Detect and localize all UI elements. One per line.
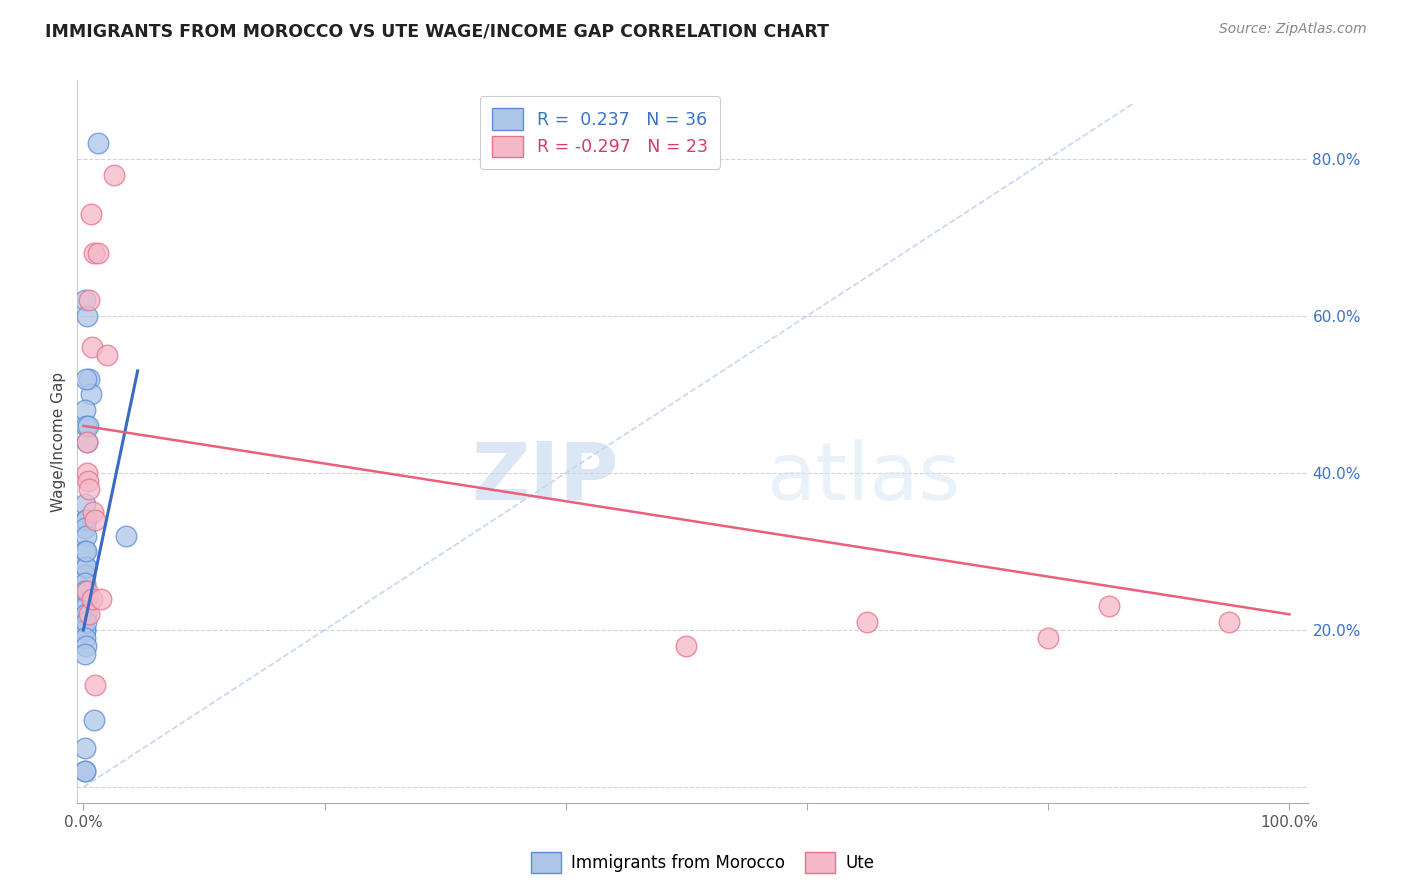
Point xyxy=(75,418,97,433)
Point xyxy=(84,513,107,527)
Point xyxy=(103,168,125,182)
Point xyxy=(87,246,110,260)
Point xyxy=(76,434,98,449)
Point xyxy=(75,639,97,653)
Point xyxy=(75,631,97,645)
Point xyxy=(75,293,97,308)
Point xyxy=(76,466,98,480)
Point xyxy=(75,575,97,590)
Point xyxy=(75,607,97,622)
Legend: Immigrants from Morocco, Ute: Immigrants from Morocco, Ute xyxy=(524,846,882,880)
Point xyxy=(75,764,97,779)
Point xyxy=(83,246,105,260)
Point xyxy=(75,544,97,558)
Point xyxy=(75,764,97,779)
Point xyxy=(1218,615,1240,630)
Point xyxy=(84,678,107,692)
Point xyxy=(75,560,97,574)
Point xyxy=(75,497,97,511)
Point xyxy=(75,568,97,582)
Point xyxy=(75,372,97,386)
Text: Source: ZipAtlas.com: Source: ZipAtlas.com xyxy=(1219,22,1367,37)
Point xyxy=(79,387,101,401)
Point xyxy=(79,607,101,622)
Point xyxy=(96,348,118,362)
Point xyxy=(856,615,879,630)
Point xyxy=(80,340,103,354)
Point xyxy=(76,434,98,449)
Point xyxy=(87,136,110,150)
Point xyxy=(79,293,101,308)
Point xyxy=(77,474,100,488)
Point xyxy=(75,647,97,661)
Point xyxy=(75,521,97,535)
Point xyxy=(75,529,97,543)
Point xyxy=(75,623,97,637)
Y-axis label: Wage/Income Gap: Wage/Income Gap xyxy=(51,371,66,512)
Point xyxy=(76,309,98,323)
Point xyxy=(75,560,97,574)
Point xyxy=(75,403,97,417)
Point xyxy=(75,591,97,606)
Text: ZIP: ZIP xyxy=(471,439,619,516)
Legend: R =  0.237   N = 36, R = -0.297   N = 23: R = 0.237 N = 36, R = -0.297 N = 23 xyxy=(479,96,720,169)
Point xyxy=(75,583,97,598)
Point xyxy=(75,513,97,527)
Point xyxy=(82,505,104,519)
Point xyxy=(114,529,136,543)
Point xyxy=(75,544,97,558)
Point xyxy=(83,714,105,728)
Point xyxy=(75,740,97,755)
Point xyxy=(1038,631,1060,645)
Point xyxy=(79,207,101,221)
Text: atlas: atlas xyxy=(766,439,960,516)
Point xyxy=(675,639,697,653)
Point xyxy=(75,615,97,630)
Point xyxy=(1097,599,1119,614)
Point xyxy=(76,583,98,598)
Point xyxy=(75,513,97,527)
Point xyxy=(75,599,97,614)
Point xyxy=(90,591,112,606)
Point xyxy=(79,372,101,386)
Point xyxy=(80,591,103,606)
Point xyxy=(79,482,101,496)
Point xyxy=(76,418,98,433)
Point xyxy=(75,623,97,637)
Text: IMMIGRANTS FROM MOROCCO VS UTE WAGE/INCOME GAP CORRELATION CHART: IMMIGRANTS FROM MOROCCO VS UTE WAGE/INCO… xyxy=(45,22,830,40)
